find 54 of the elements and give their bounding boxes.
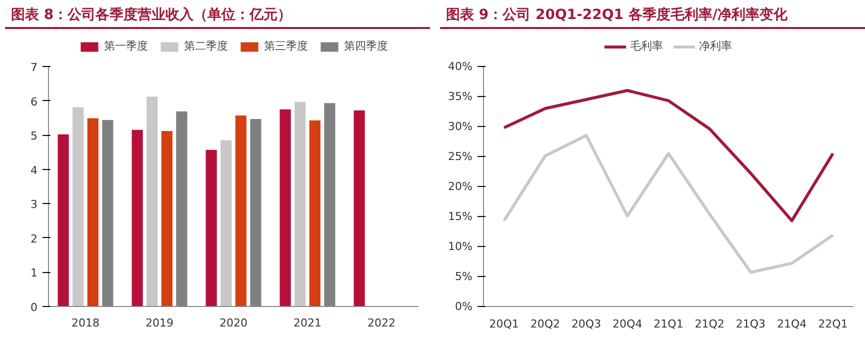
y-tick-label: 15% xyxy=(448,210,473,223)
y-tick-label: 5% xyxy=(455,270,472,283)
x-tick-label: 2022 xyxy=(368,316,396,330)
bar xyxy=(146,96,158,306)
y-tick-label: 6 xyxy=(30,95,38,108)
bar xyxy=(132,130,143,306)
y-tick-label: 0 xyxy=(30,301,38,314)
y-tick-label: 2 xyxy=(30,232,38,246)
x-tick-label: 21Q1 xyxy=(654,318,684,330)
legend-label: 净利率 xyxy=(699,38,732,54)
bar xyxy=(161,130,172,306)
x-tick-label: 2021 xyxy=(294,316,322,330)
y-tick-label: 1 xyxy=(30,266,38,280)
bar xyxy=(220,140,232,306)
legend-label: 第一季度 xyxy=(104,38,148,54)
y-tick-label: 3 xyxy=(30,198,38,212)
x-tick-label: 21Q4 xyxy=(777,318,807,330)
legend-label: 第三季度 xyxy=(264,38,308,54)
y-tick-label: 30% xyxy=(448,120,473,133)
x-tick-label: 22Q1 xyxy=(818,318,848,330)
bar xyxy=(72,107,84,306)
x-tick-label: 2018 xyxy=(72,316,100,330)
y-tick-label: 40% xyxy=(448,60,473,73)
x-tick-label: 20Q3 xyxy=(571,318,602,330)
x-tick-label: 20Q1 xyxy=(489,318,519,330)
bar xyxy=(309,120,320,306)
y-tick-label: 25% xyxy=(448,150,473,163)
y-tick-label: 4 xyxy=(30,164,38,177)
x-tick-label: 2019 xyxy=(146,316,174,330)
y-tick-label: 10% xyxy=(448,240,473,253)
bar xyxy=(58,134,69,306)
x-tick-label: 20Q2 xyxy=(530,318,560,330)
x-tick-label: 21Q3 xyxy=(736,318,766,330)
x-tick-label: 2020 xyxy=(220,316,248,330)
line-series xyxy=(502,89,834,222)
bar xyxy=(354,110,365,306)
line-series xyxy=(502,134,834,274)
bar xyxy=(235,116,246,306)
chart-title: 图表 8：公司各季度营业收入（单位：亿元） xyxy=(11,6,292,25)
legend-label: 毛利率 xyxy=(630,38,663,54)
legend-label: 第四季度 xyxy=(344,38,388,54)
y-tick-label: 5 xyxy=(30,130,38,143)
bar xyxy=(280,109,291,306)
y-tick-label: 0% xyxy=(455,300,472,313)
bar xyxy=(87,118,98,306)
y-tick-label: 35% xyxy=(448,90,473,103)
x-tick-label: 20Q4 xyxy=(612,318,642,330)
bar xyxy=(206,150,217,306)
x-tick-label: 21Q2 xyxy=(694,318,724,330)
bar xyxy=(294,102,306,306)
y-tick-label: 7 xyxy=(30,61,38,74)
y-tick-label: 20% xyxy=(448,180,473,193)
chart-title: 图表 9：公司 20Q1-22Q1 各季度毛利率/净利率变化 xyxy=(446,6,788,25)
legend-label: 第二季度 xyxy=(184,38,228,54)
